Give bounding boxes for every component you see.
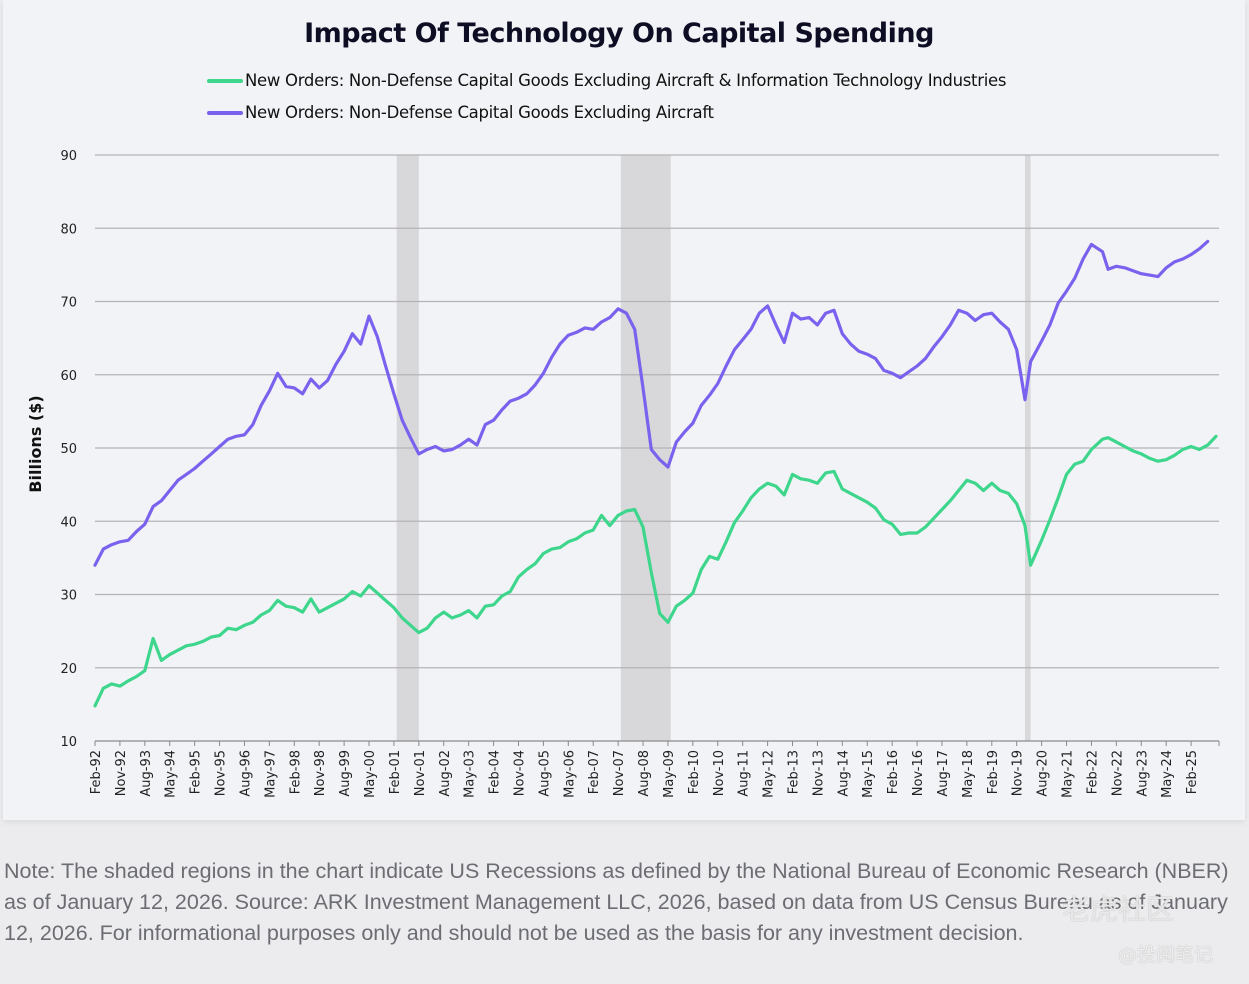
x-tick-label: Nov-04 bbox=[512, 750, 527, 796]
x-tick-label: Feb-10 bbox=[687, 750, 702, 794]
y-axis-title: Billions ($) bbox=[26, 395, 45, 492]
x-tick-label: May-15 bbox=[861, 750, 876, 798]
y-tick-label: 40 bbox=[60, 515, 77, 530]
legend-swatch-purple bbox=[207, 110, 243, 115]
x-tick-label: May-09 bbox=[662, 750, 677, 798]
x-tick-label: May-03 bbox=[463, 750, 478, 798]
x-tick-label: Feb-01 bbox=[388, 750, 403, 794]
x-tick-label: May-94 bbox=[164, 750, 179, 798]
x-tick-label: Aug-02 bbox=[438, 750, 453, 797]
x-tick-label: Feb-95 bbox=[189, 750, 204, 794]
x-tick-label: Aug-05 bbox=[537, 750, 552, 797]
x-tick-label: Aug-20 bbox=[1036, 750, 1051, 797]
chart-title: Impact Of Technology On Capital Spending bbox=[304, 18, 934, 49]
x-tick-label: Nov-92 bbox=[114, 750, 129, 796]
x-tick-label: Nov-16 bbox=[911, 750, 926, 796]
x-tick-label: Aug-23 bbox=[1135, 750, 1150, 797]
x-tick-label: Nov-07 bbox=[612, 750, 627, 796]
x-tick-label: Feb-13 bbox=[787, 750, 802, 794]
x-tick-label: May-06 bbox=[562, 750, 577, 798]
y-tick-label: 60 bbox=[60, 369, 77, 384]
x-tick-label: Nov-22 bbox=[1110, 750, 1125, 796]
x-tick-label: Feb-07 bbox=[587, 750, 602, 794]
x-tick-label: Aug-93 bbox=[139, 750, 154, 797]
legend-item-ex-aircraft-it: New Orders: Non-Defense Capital Goods Ex… bbox=[207, 71, 1006, 90]
x-tick-label: May-00 bbox=[363, 750, 378, 798]
x-tick-label: Nov-95 bbox=[214, 750, 229, 796]
chart-footnote: Note: The shaded regions in the chart in… bbox=[4, 859, 1229, 945]
x-tick-label: Feb-22 bbox=[1085, 750, 1100, 794]
x-tick-label: May-12 bbox=[762, 750, 777, 798]
watermark-community: 老虎社区 bbox=[1062, 893, 1175, 926]
x-tick-label: Feb-04 bbox=[488, 750, 503, 794]
x-tick-label: Feb-25 bbox=[1185, 750, 1200, 794]
x-tick-label: Nov-13 bbox=[811, 750, 826, 796]
x-tick-label: Aug-17 bbox=[936, 750, 951, 797]
x-tick-label: Aug-08 bbox=[637, 750, 652, 797]
x-tick-label: May-24 bbox=[1160, 750, 1175, 798]
x-tick-label: May-18 bbox=[961, 750, 976, 798]
x-tick-label: May-21 bbox=[1061, 750, 1076, 798]
x-tick-label: Nov-98 bbox=[313, 750, 328, 796]
line-chart: 10 20 30 40 50 60 70 80 90 Feb-92 Nov-92 Aug-93 May-… bbox=[26, 149, 1220, 798]
legend-item-ex-aircraft: New Orders: Non-Defense Capital Goods Ex… bbox=[207, 103, 714, 122]
x-tick-label: Aug-11 bbox=[737, 750, 752, 797]
x-tick-label: Aug-96 bbox=[238, 750, 253, 797]
y-tick-label: 80 bbox=[60, 222, 77, 237]
x-tick-label: Aug-99 bbox=[338, 750, 353, 797]
series-line-ex-aircraft bbox=[93, 239, 1210, 567]
legend-swatch-green bbox=[207, 78, 243, 83]
x-tick-label: Nov-10 bbox=[712, 750, 727, 796]
y-tick-label: 20 bbox=[60, 662, 77, 677]
y-tick-label: 70 bbox=[60, 296, 77, 311]
x-tick-label: Nov-01 bbox=[413, 750, 428, 796]
x-tick-label: Aug-14 bbox=[836, 750, 851, 797]
chart-card: Impact Of Technology On Capital Spending… bbox=[3, 0, 1245, 820]
series-line-ex-aircraft-it bbox=[93, 434, 1218, 708]
y-tick-label: 30 bbox=[60, 589, 77, 604]
x-tick-label: Feb-92 bbox=[89, 750, 104, 794]
watermark-author: @投阅笔记 bbox=[1118, 944, 1214, 966]
x-tick-label: Feb-98 bbox=[288, 750, 303, 794]
legend-label: New Orders: Non-Defense Capital Goods Ex… bbox=[245, 71, 1007, 90]
x-tick-label: May-97 bbox=[263, 750, 278, 798]
y-tick-label: 50 bbox=[60, 442, 77, 457]
y-tick-label: 10 bbox=[60, 735, 77, 750]
y-tick-label: 90 bbox=[60, 149, 77, 164]
x-tick-label: Feb-16 bbox=[886, 750, 901, 794]
x-tick-label: Nov-19 bbox=[1011, 750, 1026, 796]
legend-label: New Orders: Non-Defense Capital Goods Ex… bbox=[245, 103, 714, 122]
x-tick-label: Feb-19 bbox=[986, 750, 1001, 794]
